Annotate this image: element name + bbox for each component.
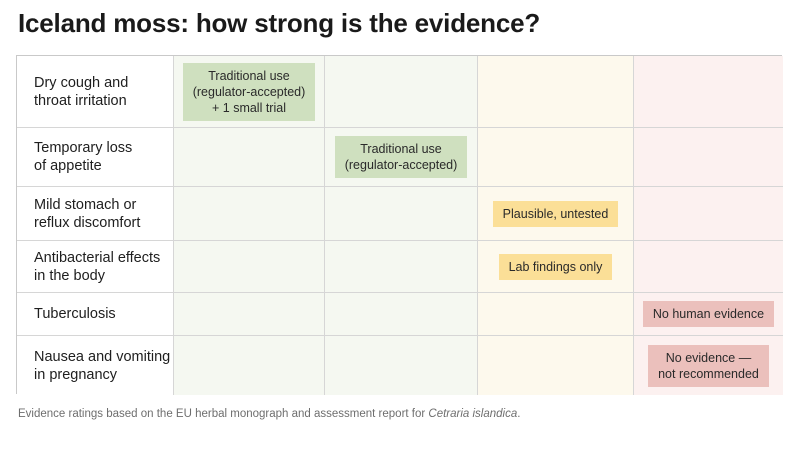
footnote-end: . xyxy=(517,408,521,420)
evidence-badge: Plausible, untested xyxy=(492,200,619,227)
grid-cell xyxy=(634,128,783,187)
footnote-text: Evidence ratings based on the EU herbal … xyxy=(18,408,429,420)
grid-cell xyxy=(174,187,325,241)
grid-cell xyxy=(174,241,325,293)
grid-cell xyxy=(325,336,478,395)
grid-cell xyxy=(325,56,478,128)
row-label-cell: Mild stomach or reflux discomfort xyxy=(17,187,174,241)
grid-cell xyxy=(325,241,478,293)
evidence-badge: Lab findings only xyxy=(498,253,613,280)
row-label: Tuberculosis xyxy=(34,306,116,322)
grid-cell xyxy=(174,128,325,187)
grid-cell xyxy=(478,336,634,395)
grid-cell xyxy=(478,56,634,128)
grid-cell xyxy=(634,187,783,241)
row-label-cell: Dry cough and throat irritation xyxy=(17,56,174,128)
evidence-badge: Traditional use (regulator-accepted) + 1… xyxy=(182,62,316,121)
row-label-cell: Antibacterial effects in the body xyxy=(17,241,174,293)
grid-cell: Lab findings only xyxy=(478,241,634,293)
row-label: Temporary loss of appetite xyxy=(34,140,133,174)
grid-cell: No human evidence xyxy=(634,293,783,336)
grid-cell xyxy=(325,187,478,241)
evidence-badge: No human evidence xyxy=(642,301,775,327)
grid-cell xyxy=(325,293,478,336)
grid-cell xyxy=(634,56,783,128)
page-title: Iceland moss: how strong is the evidence… xyxy=(18,8,541,38)
evidence-grid: Dry cough and throat irritation Tradition… xyxy=(16,55,783,395)
grid-cell: Plausible, untested xyxy=(478,187,634,241)
grid-cell: Traditional use (regulator-accepted) xyxy=(325,128,478,187)
footnote: Evidence ratings based on the EU herbal … xyxy=(18,408,520,420)
row-label-cell: Nausea and vomiting in pregnancy xyxy=(17,336,174,395)
grid-cell xyxy=(478,293,634,336)
grid-cell xyxy=(634,241,783,293)
row-label: Mild stomach or reflux discomfort xyxy=(34,196,141,231)
grid-cell xyxy=(174,293,325,336)
row-label: Dry cough and throat irritation xyxy=(34,74,129,109)
row-label-cell: Temporary loss of appetite xyxy=(17,128,174,187)
grid-cell: No evidence — not recommended xyxy=(634,336,783,395)
grid-cell xyxy=(174,336,325,395)
row-label: Antibacterial effects in the body xyxy=(34,249,161,284)
evidence-badge: Traditional use (regulator-accepted) xyxy=(334,136,468,178)
row-label: Nausea and vomiting in pregnancy xyxy=(34,348,171,383)
evidence-badge: No evidence — not recommended xyxy=(648,344,769,387)
row-label-cell: Tuberculosis xyxy=(17,293,174,336)
grid-cell xyxy=(478,128,634,187)
footnote-species: Cetraria islandica xyxy=(428,408,518,420)
grid-cell: Traditional use (regulator-accepted) + 1… xyxy=(174,56,325,128)
